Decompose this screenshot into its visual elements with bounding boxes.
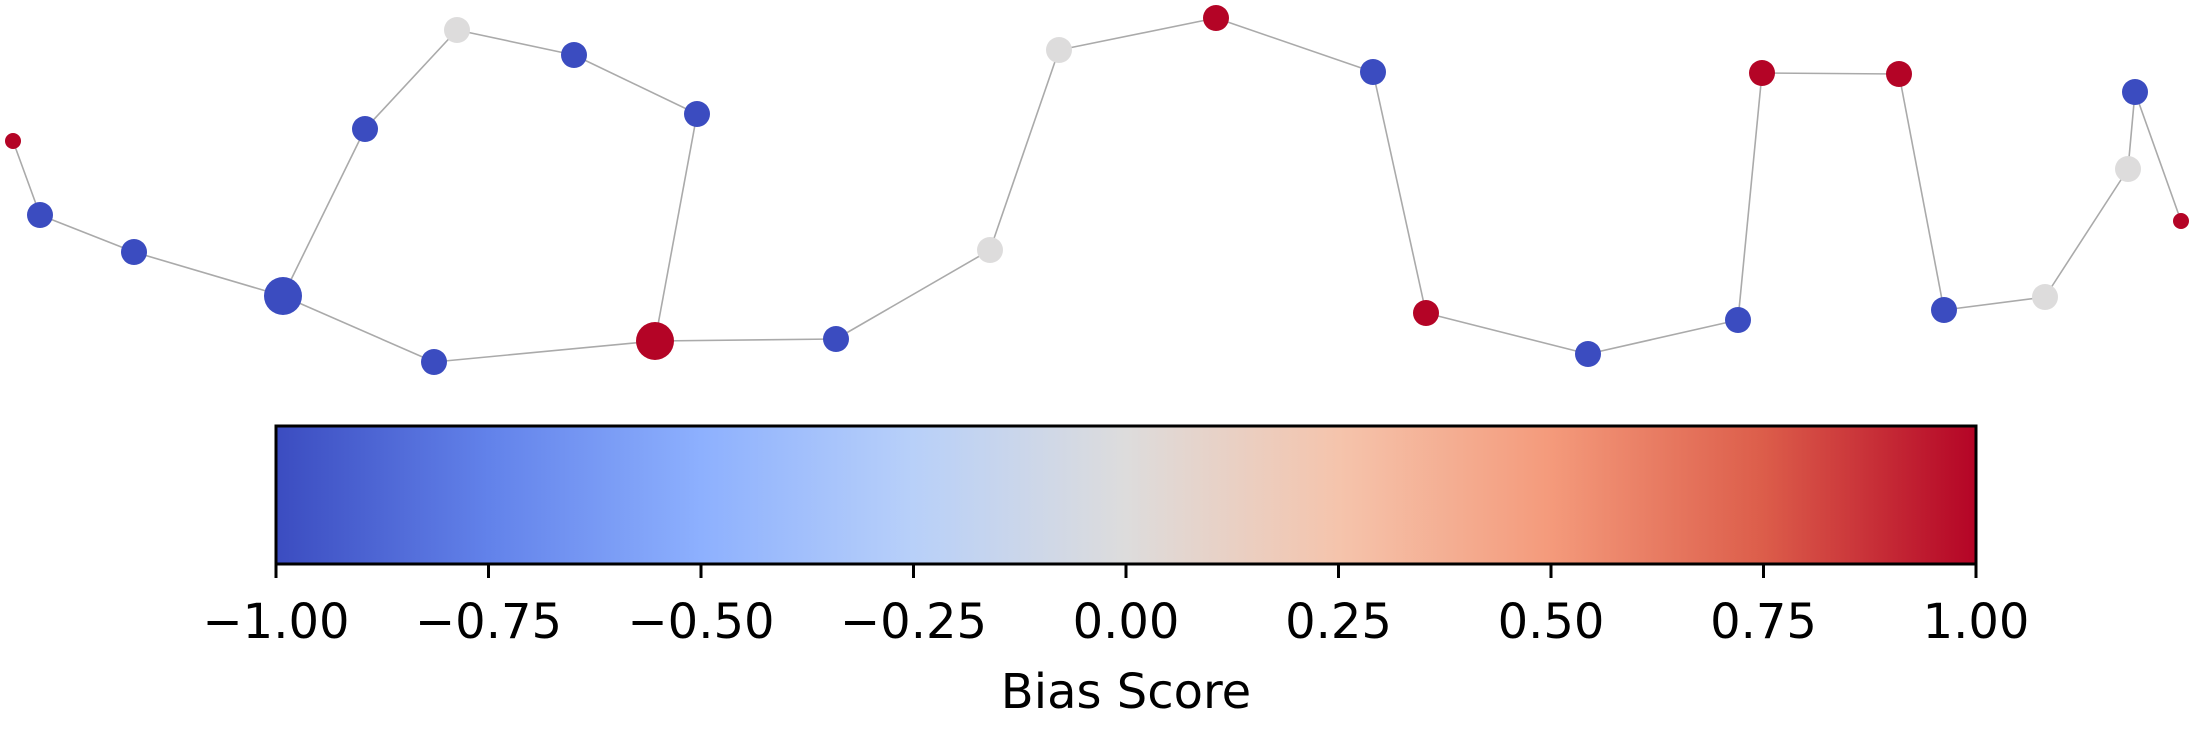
graph-edge	[282, 128, 366, 297]
graph-edge	[654, 338, 837, 342]
graph-node	[1413, 300, 1439, 326]
graph-node	[264, 277, 302, 315]
colorbar-tick-label: 1.00	[1923, 594, 2030, 650]
graph-node	[2173, 213, 2189, 229]
colorbar-tick-label: −1.00	[202, 594, 349, 650]
graph-node	[1725, 307, 1751, 333]
colorbar-tick-label: −0.50	[627, 594, 774, 650]
colorbar-tick-label: 0.00	[1073, 594, 1180, 650]
graph-edge	[1425, 312, 1589, 355]
graph-edge	[654, 113, 698, 342]
colorbar: −1.00 −0.75 −0.50 −0.25 0.00 0.25 0.50 0.75 1.00…	[202, 424, 2029, 720]
graph-edge	[1372, 71, 1427, 314]
graph-edge	[1737, 72, 1763, 321]
graph-edge	[39, 214, 135, 253]
graph-node	[444, 17, 470, 43]
graph-edge	[1898, 73, 1945, 311]
graph-node	[1749, 60, 1775, 86]
graph-node	[121, 239, 147, 265]
graph-edge	[989, 49, 1060, 251]
graph-node	[2122, 79, 2148, 105]
graph-edge	[1058, 17, 1217, 51]
colorbar-tick-label: 0.50	[1498, 594, 1605, 650]
graph-node	[684, 101, 710, 127]
graph-node	[27, 202, 53, 228]
graph-node	[1360, 59, 1386, 85]
graph-edge	[1215, 17, 1374, 73]
graph-edge	[133, 251, 284, 297]
colorbar-tick-label: 0.25	[1285, 594, 1392, 650]
graph-node	[1046, 37, 1072, 63]
colorbar-gradient-bar	[274, 424, 1978, 566]
graph-node	[636, 322, 674, 360]
graph-node	[2115, 156, 2141, 182]
graph-edge	[364, 29, 458, 130]
graph-edge	[573, 54, 698, 115]
edges	[12, 17, 2182, 363]
colorbar-label: Bias Score	[1001, 664, 1251, 720]
graph-node	[1931, 297, 1957, 323]
graph-node	[561, 42, 587, 68]
graph-edge	[12, 140, 41, 216]
graph-edge	[1943, 296, 2046, 311]
colorbar-ticks: −1.00 −0.75 −0.50 −0.25 0.00 0.25 0.50 0.75 1.00	[202, 564, 2029, 650]
graph-node	[1886, 61, 1912, 87]
colorbar-tick-label: −0.25	[840, 594, 987, 650]
graph-node	[1203, 5, 1229, 31]
colorbar-tick-label: −0.75	[415, 594, 562, 650]
graph-edge	[282, 295, 435, 363]
network-graph	[5, 5, 2189, 375]
colorbar-tick-label: 0.75	[1710, 594, 1817, 650]
graph-edge	[2044, 168, 2129, 298]
graph-node	[1575, 341, 1601, 367]
graph-node	[352, 116, 378, 142]
graph-edge	[1761, 72, 1900, 75]
graph-edge	[2134, 91, 2182, 222]
graph-edge	[1587, 319, 1739, 355]
graph-node	[2032, 284, 2058, 310]
graph-edge	[456, 29, 575, 56]
graph-node	[5, 133, 21, 149]
graph-node	[823, 326, 849, 352]
graph-edge	[835, 249, 991, 340]
nodes	[5, 5, 2189, 375]
graph-node	[421, 349, 447, 375]
graph-node	[977, 237, 1003, 263]
graph-edge	[433, 340, 656, 363]
